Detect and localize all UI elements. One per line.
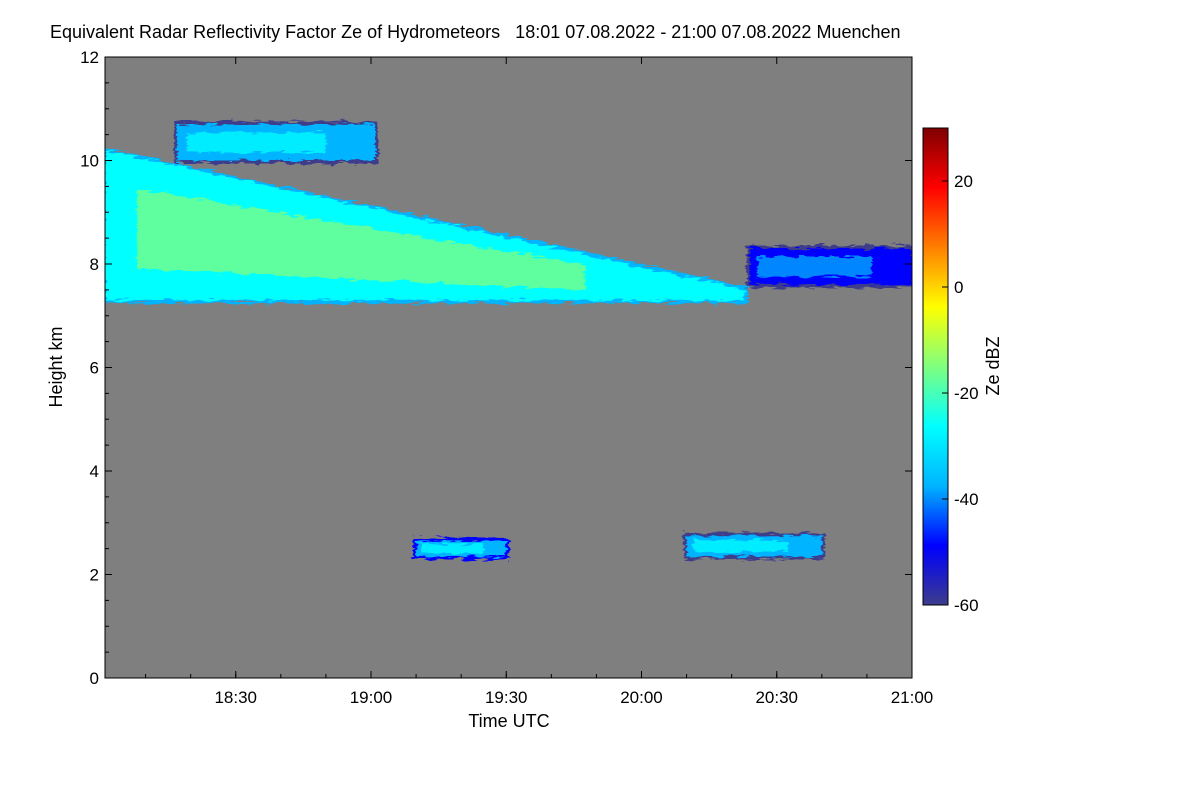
reflectivity-features	[105, 121, 912, 560]
colorbar	[922, 127, 949, 606]
colorbar-tick-label: -40	[954, 490, 979, 509]
y-tick-label: 10	[80, 152, 99, 171]
y-tick-label: 0	[90, 669, 99, 688]
feature-trailing-cirrus-fragments	[746, 245, 912, 288]
colorbar-tick-label: 0	[954, 278, 963, 297]
chart-title: Equivalent Radar Reflectivity Factor Ze …	[50, 22, 901, 42]
x-tick-label: 20:30	[755, 688, 798, 707]
x-tick-label: 19:30	[485, 688, 528, 707]
y-tick-label: 6	[90, 359, 99, 378]
colorbar-tick-label: -20	[954, 384, 979, 403]
feature-main-cirrus-layer	[105, 147, 749, 304]
colorbar-title: Ze dBZ	[983, 336, 1003, 395]
feature-low-cloud-patch-A	[413, 537, 510, 560]
x-tick-label: 19:00	[350, 688, 393, 707]
feature-low-cloud-patch-B	[683, 532, 825, 560]
x-axis: 18:30 19:00 19:30 20:00 20:30 21:00	[145, 57, 934, 707]
y-tick-label: 2	[90, 566, 99, 585]
colorbar-tick-label: 20	[954, 172, 973, 191]
y-tick-label: 4	[90, 462, 99, 481]
feature-core	[757, 256, 872, 277]
feature-upper-cirrus-patch	[174, 121, 379, 164]
feature-core	[137, 188, 586, 291]
colorbar-tick-label: -60	[954, 596, 979, 615]
y-tick-label: 12	[80, 48, 99, 67]
y-axis: 0 2 4 6 8 10 12	[80, 48, 912, 688]
x-tick-label: 20:00	[620, 688, 663, 707]
feature-core	[187, 132, 326, 153]
y-axis-title: Height km	[46, 326, 66, 407]
feature-core	[693, 540, 789, 552]
x-axis-title: Time UTC	[468, 711, 549, 731]
feature-core	[420, 544, 484, 553]
x-tick-label: 18:30	[214, 688, 257, 707]
colorbar-axis: -60 -40 -20 0 20	[942, 172, 979, 615]
y-tick-label: 8	[90, 255, 99, 274]
x-tick-label: 21:00	[891, 688, 934, 707]
